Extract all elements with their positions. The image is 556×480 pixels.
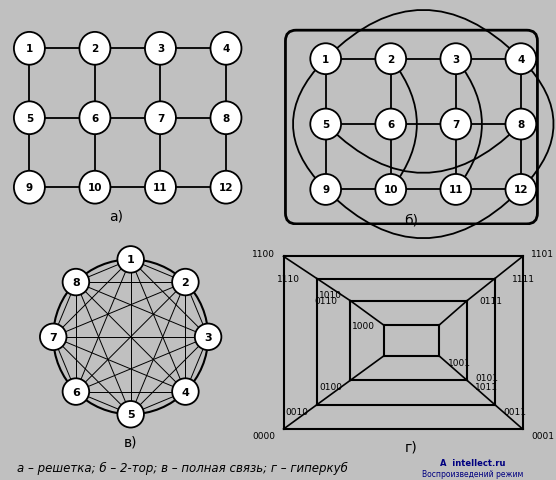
Text: 5: 5 <box>127 409 135 420</box>
Circle shape <box>40 324 67 350</box>
Text: 6: 6 <box>91 113 98 123</box>
Circle shape <box>310 109 341 140</box>
Text: 11: 11 <box>153 183 168 193</box>
Circle shape <box>195 324 221 350</box>
Text: б): б) <box>404 213 419 227</box>
Text: 12: 12 <box>514 185 528 195</box>
Text: 1: 1 <box>26 44 33 54</box>
Circle shape <box>440 44 471 75</box>
Circle shape <box>145 171 176 204</box>
Text: 5: 5 <box>26 113 33 123</box>
Text: 7: 7 <box>49 332 57 342</box>
Text: 0011: 0011 <box>503 407 526 416</box>
Circle shape <box>310 44 341 75</box>
Text: г): г) <box>405 440 418 454</box>
Text: 0000: 0000 <box>252 431 275 440</box>
Text: 9: 9 <box>322 185 329 195</box>
Text: 0111: 0111 <box>479 297 503 306</box>
Text: 7: 7 <box>157 113 164 123</box>
Text: 8: 8 <box>72 277 80 288</box>
Text: 0001: 0001 <box>531 431 554 440</box>
Circle shape <box>80 33 111 66</box>
Text: Воспроизведений режим: Воспроизведений режим <box>422 469 523 478</box>
Circle shape <box>14 102 45 135</box>
Circle shape <box>310 175 341 205</box>
Text: 1011: 1011 <box>475 383 498 392</box>
Circle shape <box>211 102 241 135</box>
Text: 4: 4 <box>222 44 230 54</box>
Circle shape <box>375 44 406 75</box>
Text: 1100: 1100 <box>252 249 275 258</box>
Text: 6: 6 <box>72 387 80 397</box>
Text: 3: 3 <box>204 332 212 342</box>
Text: 1000: 1000 <box>353 321 375 330</box>
Circle shape <box>375 175 406 205</box>
Text: 12: 12 <box>219 183 233 193</box>
Text: 10: 10 <box>384 185 398 195</box>
Circle shape <box>63 269 89 296</box>
Circle shape <box>117 247 144 273</box>
Circle shape <box>505 175 536 205</box>
Circle shape <box>117 401 144 428</box>
Text: 8: 8 <box>517 120 524 130</box>
Text: 10: 10 <box>88 183 102 193</box>
Circle shape <box>211 33 241 66</box>
Circle shape <box>505 44 536 75</box>
Circle shape <box>145 33 176 66</box>
Text: 2: 2 <box>182 277 189 288</box>
Circle shape <box>80 102 111 135</box>
Text: 1101: 1101 <box>531 249 554 258</box>
Circle shape <box>145 102 176 135</box>
Text: 8: 8 <box>222 113 230 123</box>
Text: 4: 4 <box>517 55 524 65</box>
Circle shape <box>172 269 198 296</box>
Text: 3: 3 <box>157 44 164 54</box>
Text: 1001: 1001 <box>448 359 470 367</box>
Text: 1111: 1111 <box>512 275 534 284</box>
Circle shape <box>505 109 536 140</box>
Circle shape <box>14 33 45 66</box>
Circle shape <box>440 109 471 140</box>
Text: 7: 7 <box>452 120 459 130</box>
Text: 5: 5 <box>322 120 329 130</box>
Text: 0101: 0101 <box>475 373 498 382</box>
Text: 4: 4 <box>181 387 190 397</box>
Text: 3: 3 <box>452 55 459 65</box>
Text: a – решетка; б – 2-тор; в – полная связь; г – гиперкуб: a – решетка; б – 2-тор; в – полная связь… <box>17 460 348 474</box>
Circle shape <box>211 171 241 204</box>
Circle shape <box>14 171 45 204</box>
Text: A  intellect.ru: A intellect.ru <box>440 458 505 468</box>
Circle shape <box>63 379 89 405</box>
Text: 2: 2 <box>387 55 394 65</box>
Text: 2: 2 <box>91 44 98 54</box>
Text: 0110: 0110 <box>315 297 338 306</box>
Text: 0100: 0100 <box>319 383 342 392</box>
Circle shape <box>440 175 471 205</box>
Text: 0010: 0010 <box>286 407 309 416</box>
Text: 1: 1 <box>127 255 135 265</box>
Text: 11: 11 <box>449 185 463 195</box>
Text: 1110: 1110 <box>277 275 300 284</box>
Circle shape <box>375 109 406 140</box>
Text: 1: 1 <box>322 55 329 65</box>
Text: 9: 9 <box>26 183 33 193</box>
Text: а): а) <box>109 209 123 223</box>
Text: в): в) <box>124 435 137 449</box>
Text: 1010: 1010 <box>319 290 342 299</box>
Circle shape <box>172 379 198 405</box>
Circle shape <box>80 171 111 204</box>
Text: 6: 6 <box>387 120 394 130</box>
